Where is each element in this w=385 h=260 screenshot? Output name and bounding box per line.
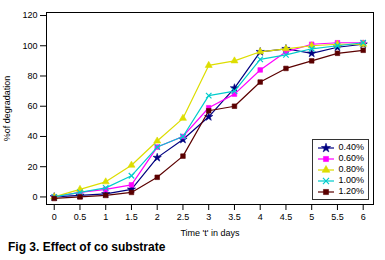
svg-text:4: 4 <box>258 212 263 222</box>
svg-text:4.5: 4.5 <box>280 212 293 222</box>
svg-text:100: 100 <box>22 41 37 51</box>
svg-text:1: 1 <box>103 212 108 222</box>
svg-text:5: 5 <box>309 212 314 222</box>
svg-text:%of degradation: %of degradation <box>2 76 12 142</box>
svg-text:5.5: 5.5 <box>331 212 344 222</box>
svg-text:120: 120 <box>22 10 37 20</box>
svg-text:80: 80 <box>27 71 37 81</box>
svg-text:0.5: 0.5 <box>74 212 87 222</box>
svg-text:0: 0 <box>32 192 37 202</box>
svg-text:3: 3 <box>206 212 211 222</box>
svg-text:40: 40 <box>27 131 37 141</box>
html-text:1.00%: 1.00% <box>338 175 364 185</box>
svg-text:20: 20 <box>27 162 37 172</box>
html-text:0.80%: 0.80% <box>338 164 364 174</box>
html-text:0.40%: 0.40% <box>338 142 364 152</box>
svg-text:3.5: 3.5 <box>228 212 241 222</box>
svg-text:2.5: 2.5 <box>177 212 190 222</box>
svg-text:Time 't' in days: Time 't' in days <box>180 228 240 238</box>
svg-text:2: 2 <box>155 212 160 222</box>
html-text:1.20%: 1.20% <box>338 186 364 196</box>
svg-text:6: 6 <box>361 212 366 222</box>
html-text:0.60%: 0.60% <box>338 153 364 163</box>
svg-text:1.5: 1.5 <box>125 212 138 222</box>
html-text:Fig 3. Effect of co substrate: Fig 3. Effect of co substrate <box>8 240 166 254</box>
svg-text:60: 60 <box>27 101 37 111</box>
svg-text:0: 0 <box>52 212 57 222</box>
